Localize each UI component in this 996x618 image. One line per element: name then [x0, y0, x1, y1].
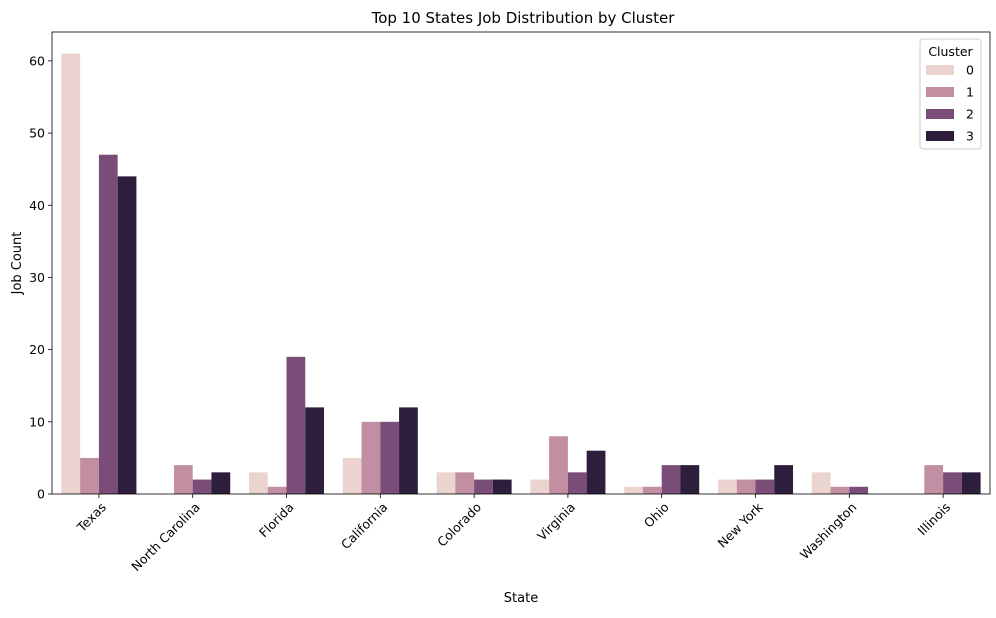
y-tick-label: 10: [29, 414, 45, 429]
bar-colorado-cluster-1: [455, 472, 475, 494]
x-tick-label: Illinois: [915, 500, 954, 539]
bar-california-cluster-3: [399, 407, 418, 494]
bar-new-york-cluster-1: [736, 479, 756, 494]
bar-new-york-cluster-2: [755, 479, 775, 494]
bar-california-cluster-2: [380, 421, 400, 494]
x-tick-label: Florida: [256, 500, 297, 541]
bar-north-carolina-cluster-2: [192, 479, 212, 494]
bar-florida-cluster-1: [267, 486, 287, 494]
bar-illinois-cluster-3: [961, 472, 981, 494]
x-tick-label: New York: [715, 499, 767, 551]
y-tick-label: 60: [29, 53, 45, 68]
plot-frame: [51, 31, 991, 495]
bar-illinois-cluster-2: [943, 472, 962, 494]
bar-colorado-cluster-3: [492, 479, 512, 494]
y-axis-label: Job Count: [10, 232, 25, 296]
y-tick-label: 40: [29, 198, 45, 213]
x-tick-label: Colorado: [434, 500, 484, 550]
x-tick-label: Texas: [73, 500, 109, 536]
legend-swatch-0: [926, 65, 954, 75]
bar-ohio-cluster-1: [642, 486, 662, 494]
x-tick-label: Ohio: [641, 500, 672, 531]
bar-washington-cluster-0: [811, 472, 831, 494]
bar-texas-cluster-3: [117, 176, 137, 494]
bar-ohio-cluster-3: [680, 465, 700, 494]
bar-texas-cluster-1: [80, 457, 99, 494]
legend-label-2: 2: [966, 107, 974, 122]
x-axis: Texas North Carolina Florida California Colo…: [73, 494, 953, 574]
y-tick-label: 0: [37, 487, 45, 502]
legend-label-3: 3: [966, 129, 974, 144]
bar-florida-cluster-0: [248, 472, 268, 494]
bar-new-york-cluster-3: [774, 465, 794, 494]
bar-ohio-cluster-2: [661, 465, 681, 494]
bar-virginia-cluster-0: [530, 479, 550, 494]
bar-ohio-cluster-0: [624, 486, 643, 494]
legend: Cluster 0 1 2 3: [919, 38, 982, 150]
bar-virginia-cluster-2: [567, 472, 587, 494]
bar-virginia-cluster-3: [586, 450, 606, 494]
x-tick-label: California: [338, 500, 391, 553]
legend-swatch-1: [926, 87, 954, 97]
bar-virginia-cluster-1: [549, 436, 568, 494]
legend-swatch-3: [926, 131, 954, 141]
bar-washington-cluster-1: [830, 486, 850, 494]
legend-title: Cluster: [928, 44, 973, 59]
y-tick-label: 20: [29, 342, 45, 357]
bar-florida-cluster-2: [286, 356, 306, 494]
y-tick-label: 50: [29, 126, 45, 141]
x-axis-label: State: [504, 591, 538, 606]
bar-colorado-cluster-2: [474, 479, 493, 494]
chart-title: Top 10 States Job Distribution by Cluste…: [371, 9, 676, 27]
legend-label-0: 0: [966, 63, 974, 78]
bars-group: [61, 53, 981, 494]
y-tick-label: 30: [29, 270, 45, 285]
bar-north-carolina-cluster-3: [211, 472, 231, 494]
legend-label-1: 1: [966, 85, 974, 100]
bar-texas-cluster-0: [61, 53, 81, 494]
x-tick-label: North Carolina: [128, 500, 203, 575]
bar-california-cluster-1: [361, 421, 381, 494]
bar-illinois-cluster-1: [924, 465, 944, 494]
bar-florida-cluster-3: [305, 407, 325, 494]
bar-california-cluster-0: [342, 457, 362, 494]
legend-swatch-2: [926, 109, 954, 119]
x-tick-label: Virginia: [534, 500, 578, 544]
bar-texas-cluster-2: [98, 154, 118, 494]
bar-washington-cluster-2: [849, 486, 869, 494]
bar-north-carolina-cluster-1: [173, 465, 193, 494]
y-axis: 0 10 20 30 40 50 60: [29, 53, 52, 502]
bar-new-york-cluster-0: [717, 479, 737, 494]
x-tick-label: Washington: [797, 500, 860, 563]
bar-colorado-cluster-0: [436, 472, 456, 494]
